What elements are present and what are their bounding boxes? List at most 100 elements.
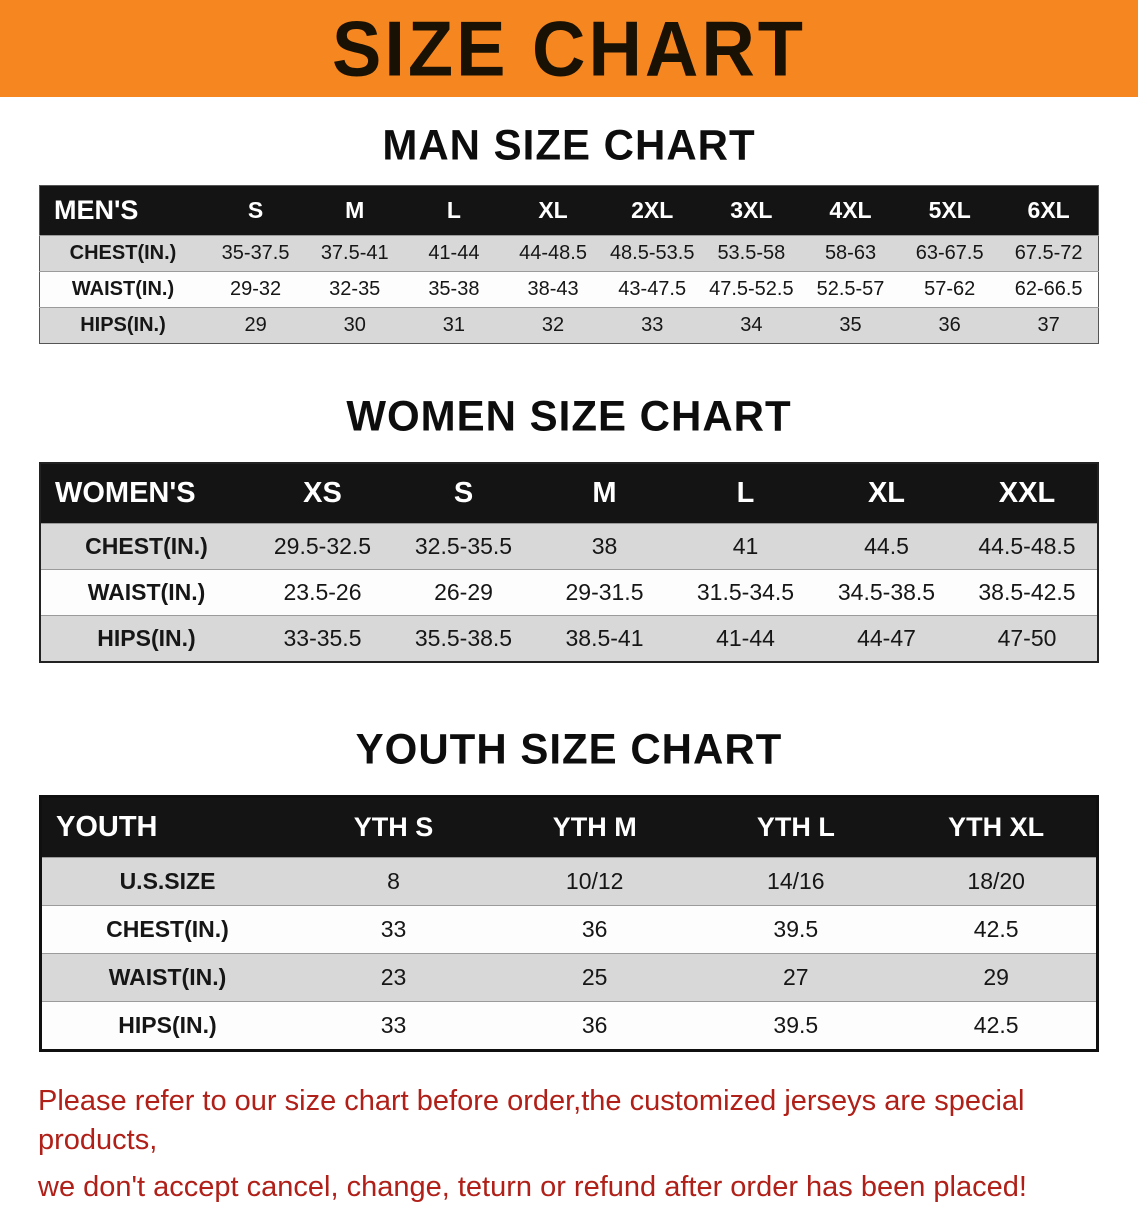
women-column-header: S: [393, 463, 534, 524]
youth-section-title: YOUTH SIZE CHART: [355, 724, 783, 773]
cell-value: 38-43: [503, 271, 603, 308]
youth-header-label: YOUTH: [40, 796, 293, 858]
table-row: U.S.SIZE 8 10/12 14/16 18/20: [40, 857, 1098, 906]
cell-value: 44-47: [816, 615, 957, 662]
cell-value: 48.5-53.5: [602, 235, 702, 272]
cell-value: 34.5-38.5: [816, 569, 957, 616]
cell-value: 67.5-72: [999, 235, 1099, 272]
cell-value: 29-31.5: [534, 569, 675, 616]
cell-value: 34: [701, 307, 801, 344]
women-column-header: M: [534, 463, 675, 524]
cell-value: 47.5-52.5: [701, 271, 801, 308]
women-size-section: WOMEN SIZE CHART WOMEN'S XS S M L XL XXL CHEST(I…: [0, 392, 1138, 663]
youth-column-header: YTH M: [494, 796, 696, 858]
cell-value: 33: [293, 1001, 495, 1051]
men-column-header: 3XL: [701, 185, 801, 236]
cell-value: 44-48.5: [503, 235, 603, 272]
footer-note: Please refer to our size chart before or…: [0, 1082, 1138, 1207]
banner-title: SIZE CHART: [332, 4, 806, 92]
table-row: HIPS(IN.) 33-35.5 35.5-38.5 38.5-41 41-44 44-…: [40, 615, 1098, 662]
cell-value: 41: [675, 523, 816, 570]
table-row: HIPS(IN.) 29 30 31 32 33 34 35 36 37: [39, 307, 1099, 344]
table-row: WAIST(IN.) 29-32 32-35 35-38 38-43 43-47.5 47.…: [39, 271, 1099, 308]
cell-value: 32: [503, 307, 603, 344]
women-section-title: WOMEN SIZE CHART: [346, 391, 792, 440]
cell-value: 62-66.5: [999, 271, 1099, 308]
cell-value: 33-35.5: [252, 615, 393, 662]
youth-column-header: YTH S: [293, 796, 495, 858]
cell-value: 43-47.5: [602, 271, 702, 308]
footer-note-line-1: Please refer to our size chart before or…: [38, 1085, 1025, 1157]
cell-value: 36: [494, 905, 696, 954]
men-header-label: MEN'S: [39, 185, 206, 236]
men-column-header: S: [206, 185, 306, 236]
table-row: CHEST(IN.) 29.5-32.5 32.5-35.5 38 41 44.5 44.5…: [40, 523, 1098, 570]
women-column-header: XL: [816, 463, 957, 524]
cell-value: 44.5: [816, 523, 957, 570]
cell-value: 63-67.5: [900, 235, 1000, 272]
row-label: WAIST(IN.): [40, 953, 293, 1002]
row-label: HIPS(IN.): [40, 1001, 293, 1051]
row-label: HIPS(IN.): [40, 615, 252, 662]
footer-note-line-2: we don't accept cancel, change, teturn o…: [38, 1171, 1027, 1204]
men-column-header: 2XL: [602, 185, 702, 236]
cell-value: 38: [534, 523, 675, 570]
row-label: WAIST(IN.): [40, 569, 252, 616]
women-column-header: XXL: [957, 463, 1098, 524]
cell-value: 53.5-58: [701, 235, 801, 272]
cell-value: 41-44: [675, 615, 816, 662]
youth-size-section: YOUTH SIZE CHART YOUTH YTH S YTH M YTH L YTH …: [0, 725, 1138, 1052]
cell-value: 23.5-26: [252, 569, 393, 616]
cell-value: 37: [999, 307, 1099, 344]
row-label: WAIST(IN.): [39, 271, 206, 308]
cell-value: 58-63: [800, 235, 901, 272]
women-header-label: WOMEN'S: [40, 463, 252, 524]
youth-header-row: YOUTH YTH S YTH M YTH L YTH XL: [40, 796, 1098, 858]
cell-value: 33: [293, 905, 495, 954]
cell-value: 47-50: [957, 615, 1098, 662]
youth-column-header: YTH L: [695, 796, 897, 858]
cell-value: 44.5-48.5: [957, 523, 1098, 570]
men-column-header: XL: [503, 185, 603, 236]
row-label: CHEST(IN.): [40, 523, 252, 570]
cell-value: 18/20: [896, 857, 1098, 906]
women-column-header: XS: [252, 463, 393, 524]
cell-value: 38.5-42.5: [957, 569, 1098, 616]
men-column-header: 6XL: [999, 185, 1099, 236]
cell-value: 39.5: [695, 905, 897, 954]
cell-value: 29.5-32.5: [252, 523, 393, 570]
cell-value: 39.5: [695, 1001, 897, 1051]
cell-value: 52.5-57: [800, 271, 901, 308]
cell-value: 35.5-38.5: [393, 615, 534, 662]
row-label: U.S.SIZE: [40, 857, 293, 906]
cell-value: 14/16: [695, 857, 897, 906]
cell-value: 35-37.5: [206, 235, 306, 272]
table-row: CHEST(IN.) 35-37.5 37.5-41 41-44 44-48.5 48.5…: [39, 235, 1099, 272]
table-row: WAIST(IN.) 23 25 27 29: [40, 953, 1098, 1002]
cell-value: 36: [494, 1001, 696, 1051]
women-size-table: WOMEN'S XS S M L XL XXL CHEST(IN.) 29.5-32.5 32.5…: [39, 462, 1099, 663]
cell-value: 32-35: [305, 271, 405, 308]
cell-value: 23: [293, 953, 495, 1002]
row-label: CHEST(IN.): [39, 235, 206, 272]
women-header-row: WOMEN'S XS S M L XL XXL: [40, 463, 1098, 524]
cell-value: 35: [800, 307, 901, 344]
youth-size-table: YOUTH YTH S YTH M YTH L YTH XL U.S.SIZE 8 10/12…: [39, 795, 1099, 1052]
cell-value: 10/12: [494, 857, 696, 906]
youth-column-header: YTH XL: [896, 796, 1098, 858]
cell-value: 30: [305, 307, 405, 344]
row-label: HIPS(IN.): [39, 307, 206, 344]
size-chart-sections: MAN SIZE CHART MEN'S S M L XL 2XL 3XL 4XL 5XL 6XL C…: [0, 121, 1138, 1052]
cell-value: 32.5-35.5: [393, 523, 534, 570]
cell-value: 37.5-41: [305, 235, 405, 272]
cell-value: 42.5: [896, 1001, 1098, 1051]
cell-value: 31.5-34.5: [675, 569, 816, 616]
cell-value: 36: [900, 307, 1000, 344]
row-label: CHEST(IN.): [40, 905, 293, 954]
cell-value: 33: [602, 307, 702, 344]
cell-value: 57-62: [900, 271, 1000, 308]
cell-value: 8: [293, 857, 495, 906]
men-column-header: 4XL: [800, 185, 901, 236]
women-column-header: L: [675, 463, 816, 524]
